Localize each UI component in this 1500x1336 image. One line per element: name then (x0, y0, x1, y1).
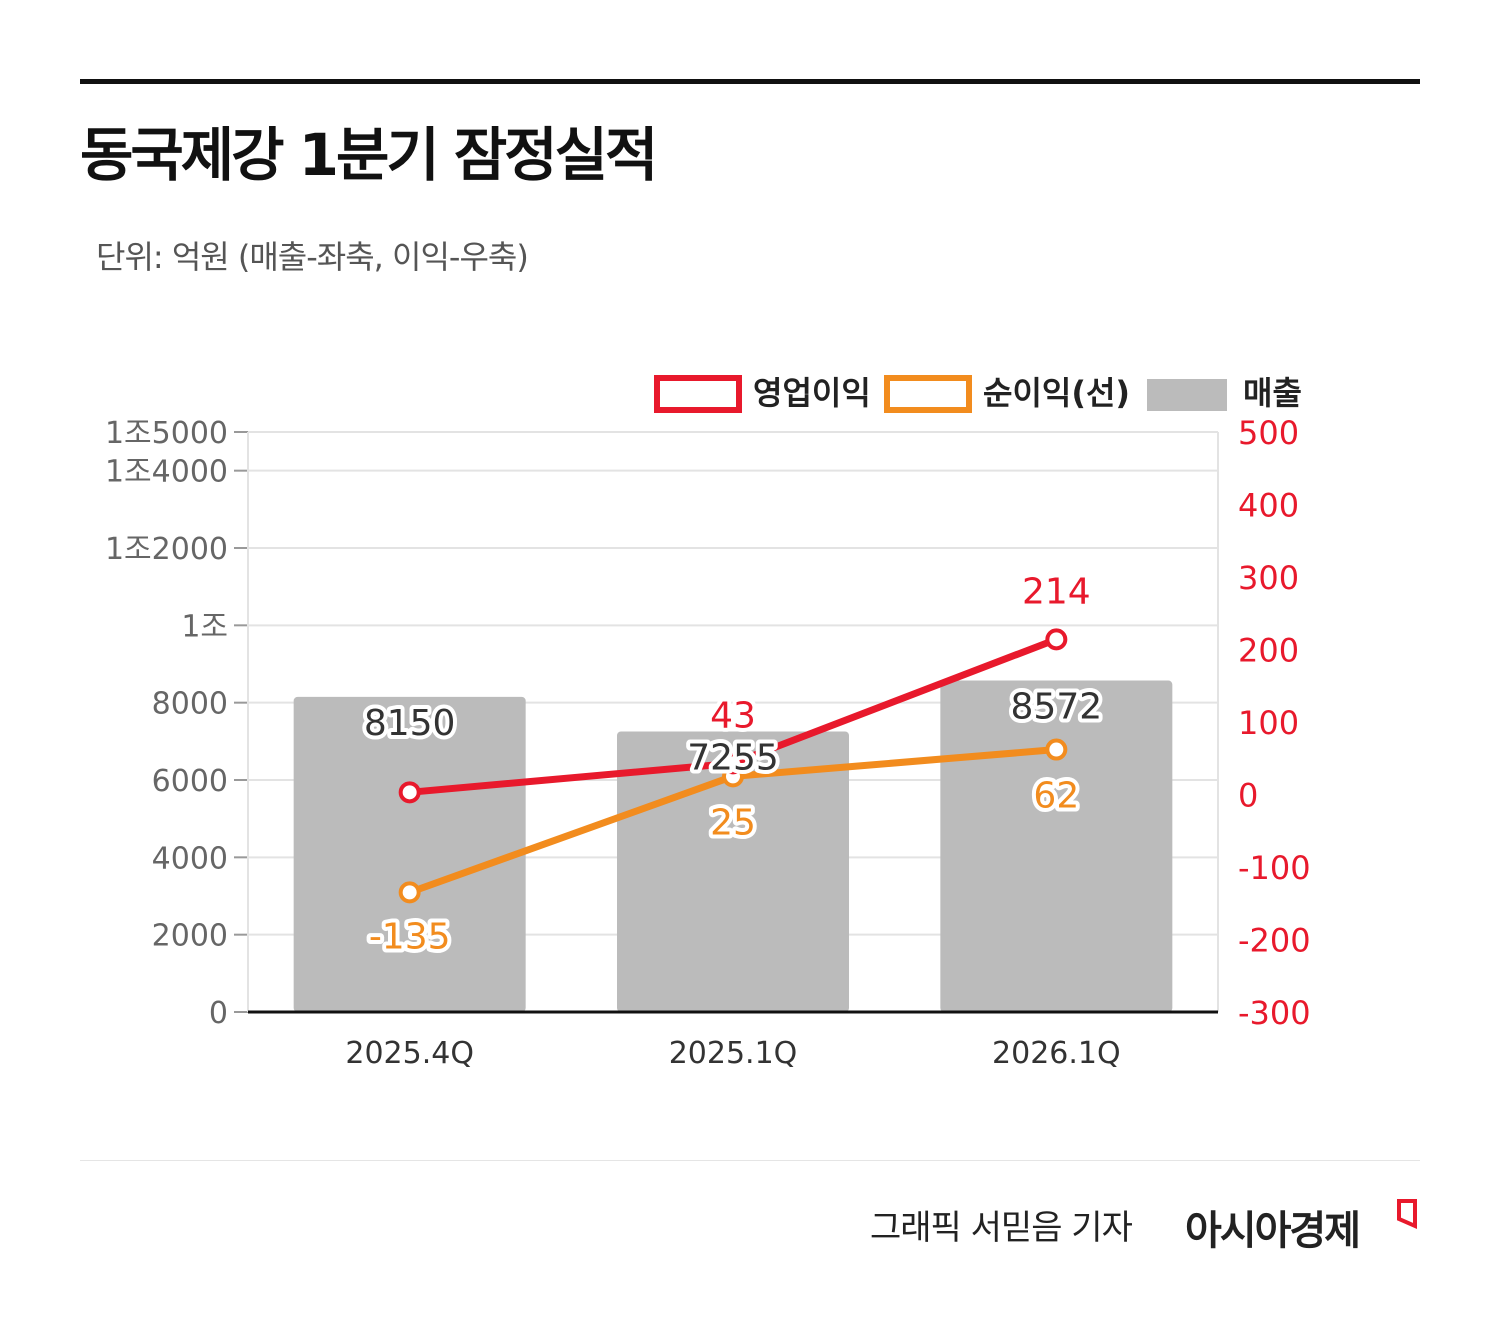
right-tick-label: 300 (1238, 559, 1299, 597)
right-tick-label: 400 (1238, 487, 1299, 525)
net-profit-label: 25 (710, 802, 756, 843)
right-tick-label: 500 (1238, 414, 1299, 452)
line-point (1045, 628, 1068, 651)
line-point (398, 781, 421, 804)
legend-net-profit-label: 순이익(선) (983, 374, 1130, 412)
legend-operating-profit-swatch (654, 375, 742, 413)
brand-logo: 아시아경제 (1185, 1208, 1361, 1254)
left-tick-label: 0 (209, 996, 228, 1031)
revenue-label: 8150 (364, 703, 456, 744)
chart-title: 동국제강 1분기 잠정실적 (80, 121, 658, 189)
revenue-bar (617, 731, 849, 1012)
x-tick-label: 2025.1Q (669, 1036, 798, 1071)
left-tick-label: 1조4000 (105, 455, 228, 490)
left-tick-label: 6000 (152, 764, 228, 799)
right-tick-label: -100 (1238, 849, 1311, 887)
left-tick-label: 1조 (181, 609, 228, 644)
unit-note: 단위: 억원 (매출-좌축, 이익-우축) (96, 238, 529, 276)
credit: 그래픽 서믿음 기자 (870, 1208, 1133, 1248)
net-profit-label: 62 (1033, 776, 1079, 817)
left-tick-label: 1조5000 (105, 416, 228, 451)
right-tick-label: -200 (1238, 922, 1311, 960)
left-tick-label: 8000 (152, 687, 228, 722)
x-tick-label: 2026.1Q (992, 1036, 1121, 1071)
legend-revenue-swatch (1147, 379, 1227, 411)
left-tick-label: 2000 (152, 919, 228, 954)
operating-profit-label: 214 (1022, 571, 1091, 612)
line-point (398, 881, 421, 904)
legend-operating-profit-label: 영업이익 (753, 374, 871, 412)
right-tick-label: -300 (1238, 994, 1311, 1032)
right-tick-label: 100 (1238, 704, 1299, 742)
revenue-bar (293, 696, 526, 1012)
right-tick-label: 200 (1238, 632, 1299, 670)
right-tick-label: 0 (1238, 777, 1258, 815)
left-tick-label: 4000 (152, 841, 228, 876)
top-rule (80, 79, 1420, 84)
revenue-bar (940, 680, 1173, 1012)
left-tick-label: 1조2000 (105, 532, 228, 567)
bottom-rule (80, 1160, 1420, 1161)
legend-net-profit-swatch (884, 375, 972, 413)
net-profit-label: -135 (369, 916, 451, 957)
operating-profit-label: 43 (710, 695, 756, 736)
legend-revenue-label: 매출 (1243, 374, 1302, 412)
revenue-label: 7255 (687, 737, 779, 778)
x-tick-label: 2025.4Q (345, 1036, 474, 1071)
line-point (722, 752, 744, 775)
line-point (1045, 738, 1068, 761)
revenue-label: 8572 (1011, 687, 1103, 728)
